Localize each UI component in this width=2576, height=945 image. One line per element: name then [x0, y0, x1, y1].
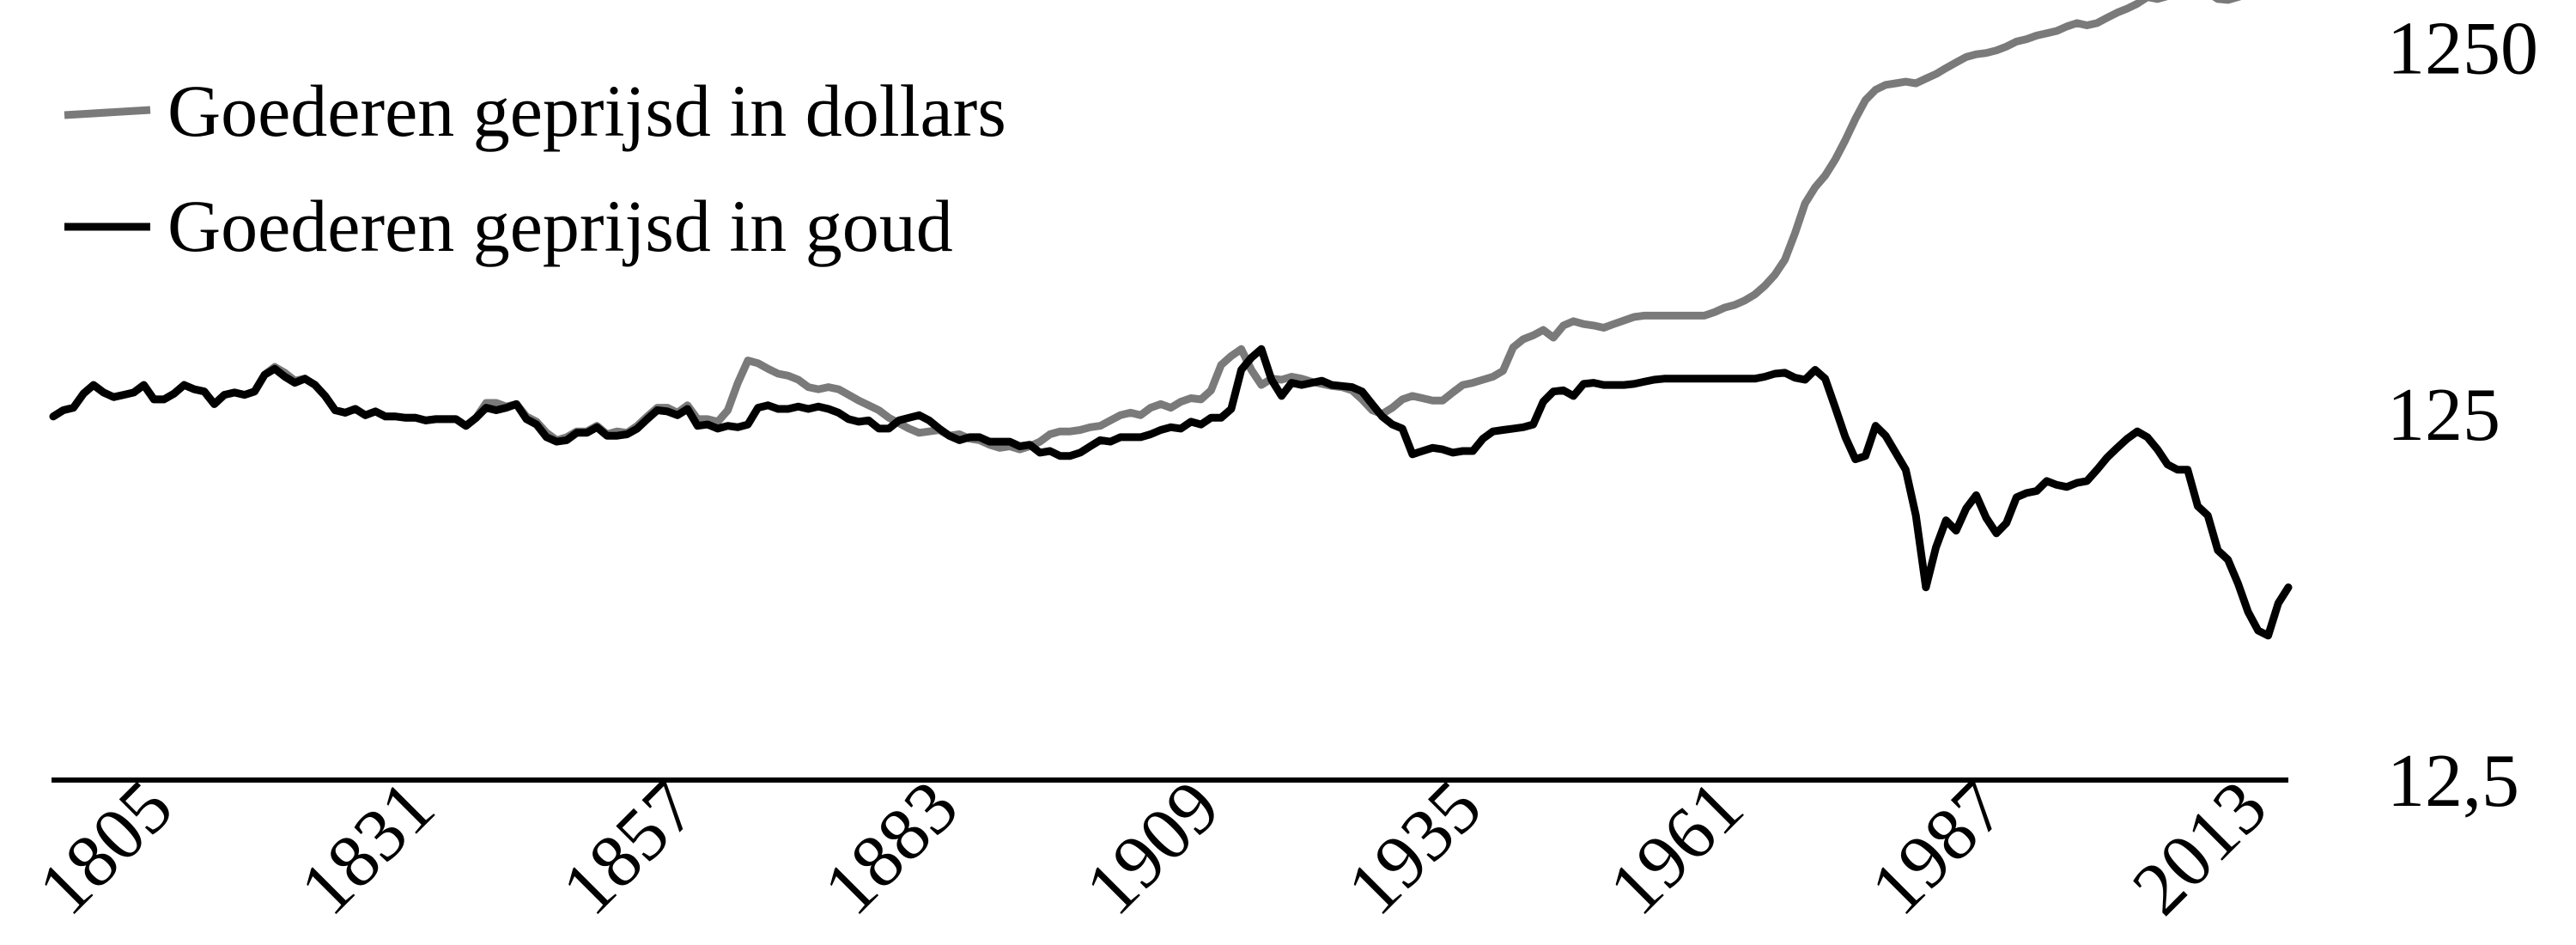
legend-label-goud: Goederen geprijsd in goud: [167, 185, 953, 267]
x-tick-label: 1961: [1594, 765, 1759, 931]
legend-swatch-dollars: [64, 106, 151, 119]
y-tick-label: 12,5: [2387, 740, 2519, 823]
series-line-goud: [49, 344, 2293, 640]
y-tick-label: 1250: [2387, 8, 2538, 91]
y-axis-tick-labels: 12,5 125 1250: [2387, 8, 2538, 823]
x-axis-tick-labels: 1805 1831 1857 1883 1909 1935 1961 1987 2013: [23, 765, 2283, 931]
x-tick-label: 1935: [1332, 765, 1498, 931]
x-tick-label: 1987: [1856, 765, 2021, 931]
x-tick-label: 1857: [546, 765, 712, 931]
series-layer: [49, 0, 2293, 640]
legend-label-dollars: Goederen geprijsd in dollars: [167, 70, 1006, 152]
x-tick-label: 1805: [23, 765, 189, 931]
y-tick-label: 125: [2387, 374, 2500, 457]
x-tick-label: 1883: [808, 765, 974, 931]
legend: Goederen geprijsd in dollars Goederen ge…: [64, 70, 1006, 267]
x-tick-label: 1909: [1070, 765, 1236, 931]
x-tick-label: 2013: [2117, 765, 2283, 931]
x-tick-label: 1831: [285, 765, 451, 931]
